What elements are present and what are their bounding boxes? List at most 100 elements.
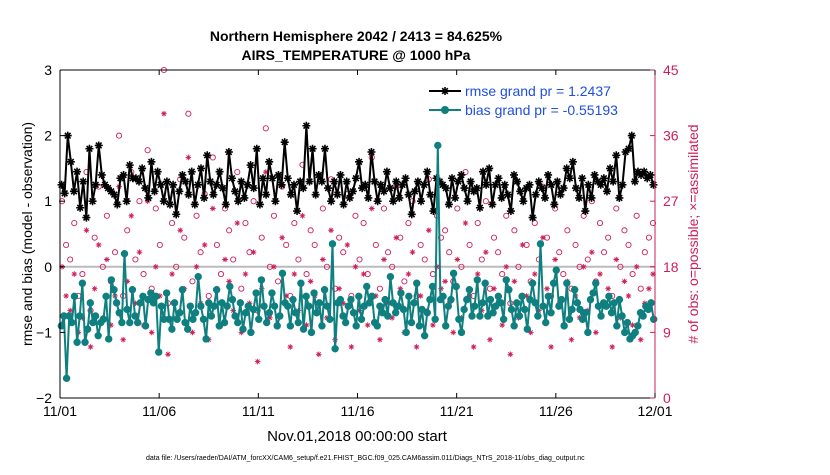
bias-point bbox=[339, 312, 347, 320]
rmse-point bbox=[100, 180, 109, 189]
rmse-point bbox=[364, 193, 373, 202]
rmse-point bbox=[333, 190, 342, 199]
rmse-point bbox=[237, 177, 246, 186]
rmse-point bbox=[231, 187, 240, 196]
rmse-point bbox=[565, 174, 574, 183]
bias-point bbox=[402, 328, 410, 337]
obs-assimilated-point bbox=[368, 205, 375, 212]
bias-point bbox=[389, 299, 397, 307]
rmse-point bbox=[488, 200, 497, 209]
rmse-point bbox=[258, 174, 267, 183]
rmse-point bbox=[159, 197, 168, 206]
bias-point bbox=[441, 322, 450, 330]
obs-assimilated-point bbox=[430, 322, 436, 328]
bias-point bbox=[202, 335, 210, 343]
rmse-point bbox=[243, 180, 252, 189]
rmse-point bbox=[153, 167, 162, 176]
obs-assimilated-point bbox=[540, 234, 546, 241]
bias-point bbox=[552, 266, 560, 274]
bias-point bbox=[168, 325, 176, 333]
bias-point bbox=[173, 315, 181, 323]
obs-assimilated-point bbox=[593, 329, 599, 336]
bias-point bbox=[189, 315, 197, 323]
bias-point bbox=[91, 312, 100, 320]
rmse-series bbox=[57, 121, 658, 222]
rmse-point bbox=[643, 174, 652, 183]
rmse-point bbox=[451, 193, 460, 202]
rmse-point bbox=[358, 184, 367, 193]
rmse-point bbox=[528, 213, 537, 222]
obs-assimilated-point bbox=[344, 242, 351, 248]
bias-point bbox=[563, 279, 571, 287]
rmse-point bbox=[444, 200, 453, 209]
bias-point bbox=[581, 309, 589, 317]
bias-point bbox=[220, 318, 229, 327]
rmse-point bbox=[420, 180, 429, 189]
obs-possible-point bbox=[511, 227, 518, 234]
rmse-point bbox=[581, 207, 590, 216]
rmse-point bbox=[404, 190, 413, 199]
bias-point bbox=[112, 299, 121, 307]
rmse-point bbox=[497, 193, 506, 202]
rmse-point bbox=[463, 197, 472, 206]
bias-point bbox=[505, 286, 513, 294]
obs-assimilated-point bbox=[267, 315, 273, 321]
rmse-point bbox=[342, 177, 351, 186]
obs-possible-point bbox=[617, 263, 624, 270]
obs-assimilated-point bbox=[336, 285, 342, 292]
obs-possible-point bbox=[466, 241, 473, 248]
bias-point bbox=[76, 312, 84, 320]
rmse-point bbox=[637, 170, 646, 179]
obs-possible-point bbox=[197, 249, 204, 256]
bias-point bbox=[428, 282, 437, 291]
rmse-point bbox=[559, 184, 568, 193]
bias-point bbox=[578, 315, 587, 323]
obs-possible-point bbox=[262, 125, 269, 132]
rmse-point bbox=[401, 174, 410, 183]
obs-possible-point bbox=[258, 234, 265, 241]
y-tick-label-left: 1 bbox=[44, 193, 52, 209]
obs-assimilated-point bbox=[650, 271, 656, 277]
bias-point bbox=[223, 302, 231, 310]
obs-assimilated-point bbox=[633, 264, 640, 270]
rmse-point bbox=[311, 190, 320, 199]
bias-point bbox=[649, 315, 658, 323]
bias-point bbox=[568, 305, 576, 314]
obs-possible-point bbox=[67, 256, 74, 263]
rmse-point bbox=[317, 177, 326, 186]
rmse-point bbox=[568, 157, 577, 166]
bias-point bbox=[523, 325, 532, 333]
obs-possible-point bbox=[572, 241, 579, 248]
obs-assimilated-point bbox=[279, 234, 285, 241]
rmse-point bbox=[345, 193, 354, 202]
rmse-point bbox=[234, 197, 243, 206]
obs-possible-point bbox=[323, 263, 330, 270]
obs-assimilated-point bbox=[389, 315, 395, 321]
rmse-point bbox=[376, 180, 385, 189]
obs-possible-point bbox=[230, 256, 237, 263]
rmse-point bbox=[280, 138, 289, 147]
rmse-point bbox=[299, 184, 308, 193]
obs-possible-point bbox=[71, 220, 78, 227]
rmse-point bbox=[88, 197, 97, 206]
y-axis-label-right: # of obs: o=possible; ×=assimilated bbox=[685, 124, 701, 343]
bias-point bbox=[515, 312, 524, 320]
bias-point bbox=[244, 302, 252, 310]
obs-assimilated-point bbox=[373, 293, 379, 299]
bias-point bbox=[405, 292, 413, 301]
bias-point bbox=[178, 286, 187, 294]
obs-assimilated-point bbox=[234, 220, 241, 226]
obs-possible-point bbox=[283, 241, 290, 248]
obs-assimilated-point bbox=[83, 227, 90, 234]
rmse-point bbox=[327, 197, 336, 206]
rmse-point bbox=[144, 193, 153, 202]
bias-point bbox=[557, 295, 566, 304]
y-tick-label-left: 3 bbox=[44, 62, 52, 78]
rmse-point bbox=[289, 180, 298, 189]
obs-assimilated-point bbox=[364, 322, 371, 328]
rmse-point bbox=[110, 190, 119, 199]
bias-point bbox=[186, 302, 195, 310]
obs-assimilated-point bbox=[531, 271, 538, 277]
bias-point bbox=[386, 272, 395, 281]
rmse-point bbox=[516, 187, 525, 196]
